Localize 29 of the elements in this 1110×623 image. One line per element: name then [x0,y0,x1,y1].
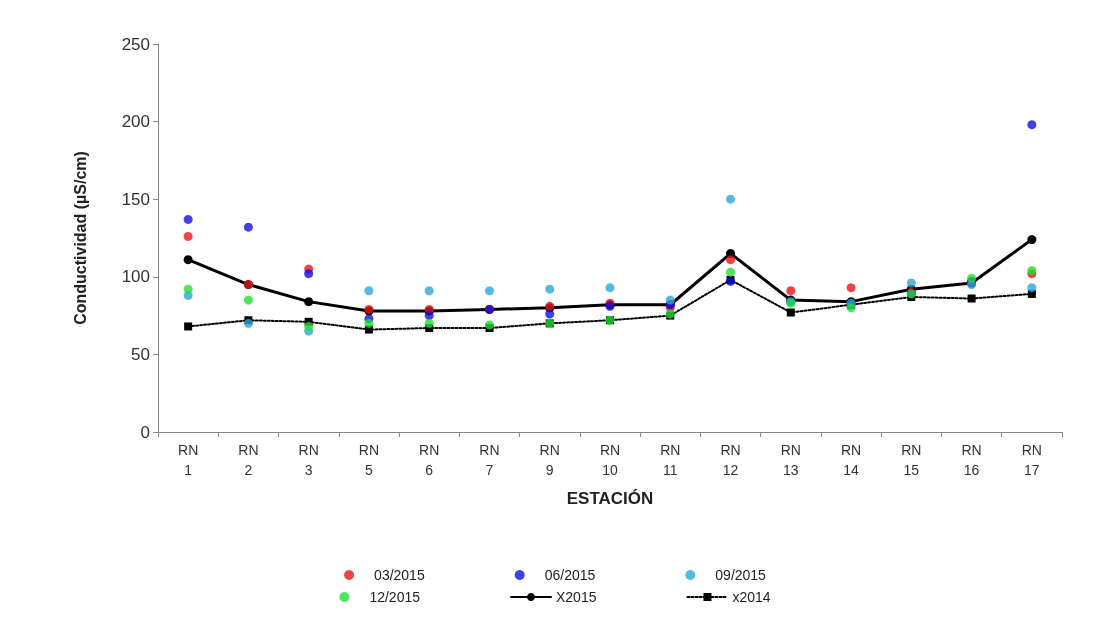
y-tick-label: 100 [121,267,150,287]
y-tick-label: 0 [140,422,150,442]
legend-label: x2014 [732,589,771,605]
y-tick-label: 150 [121,189,150,209]
y-axis-title: Conductividad (µS/cm) [71,151,89,325]
legend-label: 06/2015 [544,567,596,583]
x-tick-label: RN 6 [419,442,440,478]
x-tick-label: RN 12 [720,442,741,478]
y-tick-label: 200 [121,112,150,132]
x-axis-title: ESTACIÓN [566,489,654,508]
y-tick-label: 50 [131,344,150,364]
legend-label: 09/2015 [715,567,767,583]
x-tick-label: RN 7 [479,442,500,478]
x-tick-label: RN 14 [840,442,862,478]
x-tick-label: RN 15 [901,442,922,478]
x-tick-label: RN 9 [539,442,560,478]
x-tick-label: RN 5 [358,442,380,478]
legend-label: 12/2015 [369,589,421,605]
legend-label: 03/2015 [374,567,425,583]
x-tick-label: RN 1 [178,442,199,478]
legend-label: X2015 [555,589,597,605]
x-tick-label: RN 2 [238,442,259,478]
y-tick-label: 250 [121,34,150,54]
x-tick-label: RN 17 [1021,442,1042,478]
x-tick-label: RN 16 [961,442,982,478]
x-tick-label: RN 13 [780,442,801,478]
x-tick-label: RN 11 [660,442,681,478]
x-tick-label: RN 10 [599,442,621,478]
x-tick-label: RN 3 [298,442,319,478]
